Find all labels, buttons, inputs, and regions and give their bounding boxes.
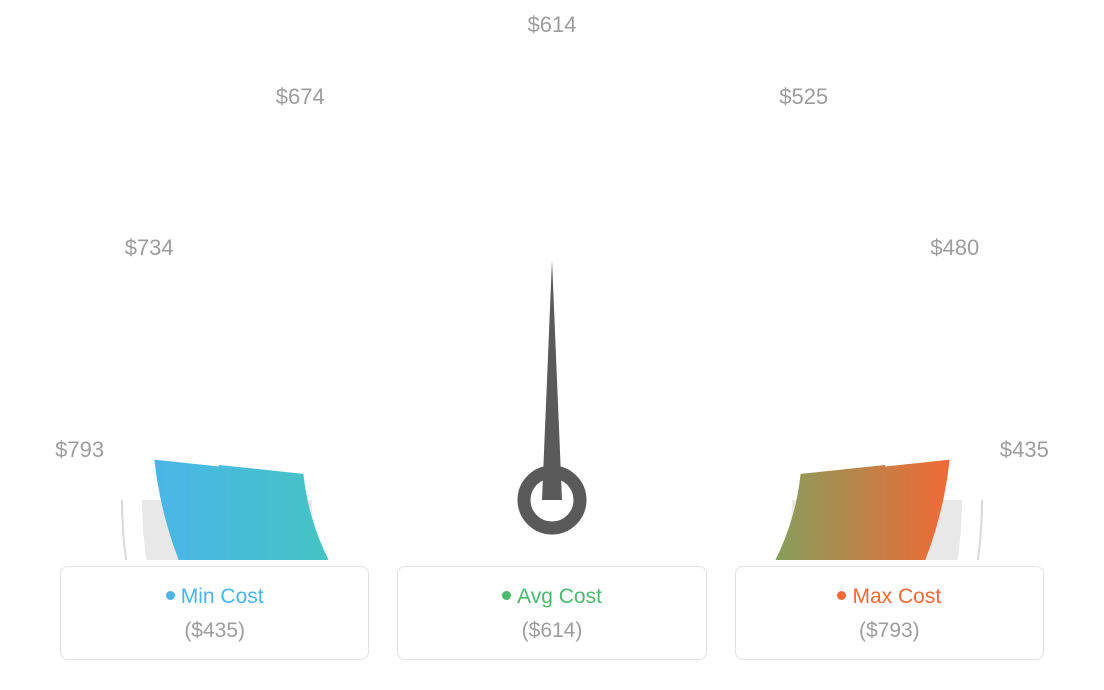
legend-avg-label: Avg Cost — [517, 585, 602, 608]
dot-icon — [837, 591, 846, 600]
legend-min-title: Min Cost — [71, 585, 358, 609]
gauge-tick-label: $734 — [125, 235, 174, 261]
gauge-tick-label: $480 — [930, 235, 979, 261]
gauge-svg — [0, 0, 1104, 560]
legend-max-title: Max Cost — [746, 585, 1033, 609]
legend-avg-title: Avg Cost — [408, 585, 695, 609]
legend-min-value: ($435) — [71, 619, 358, 643]
gauge-tick-label: $614 — [528, 12, 577, 38]
gauge-tick-label: $435 — [1000, 437, 1049, 463]
legend-avg-value: ($614) — [408, 619, 695, 643]
gauge-tick-label: $674 — [276, 84, 325, 110]
gauge-tick-label: $525 — [779, 84, 828, 110]
gauge-tick-label: $793 — [55, 437, 104, 463]
dot-icon — [502, 591, 511, 600]
legend-max-value: ($793) — [746, 619, 1033, 643]
dot-icon — [166, 591, 175, 600]
legend-avg-cost: Avg Cost ($614) — [397, 566, 706, 660]
legend-max-cost: Max Cost ($793) — [735, 566, 1044, 660]
gauge-chart: $435 $480 $525 $614 $674 $734 $793 — [0, 0, 1104, 560]
legend-row: Min Cost ($435) Avg Cost ($614) Max Cost… — [0, 566, 1104, 660]
cost-gauge-container: $435 $480 $525 $614 $674 $734 $793 Min Cost ($… — [0, 0, 1104, 690]
legend-max-label: Max Cost — [852, 585, 941, 608]
legend-min-label: Min Cost — [181, 585, 264, 608]
legend-min-cost: Min Cost ($435) — [60, 566, 369, 660]
